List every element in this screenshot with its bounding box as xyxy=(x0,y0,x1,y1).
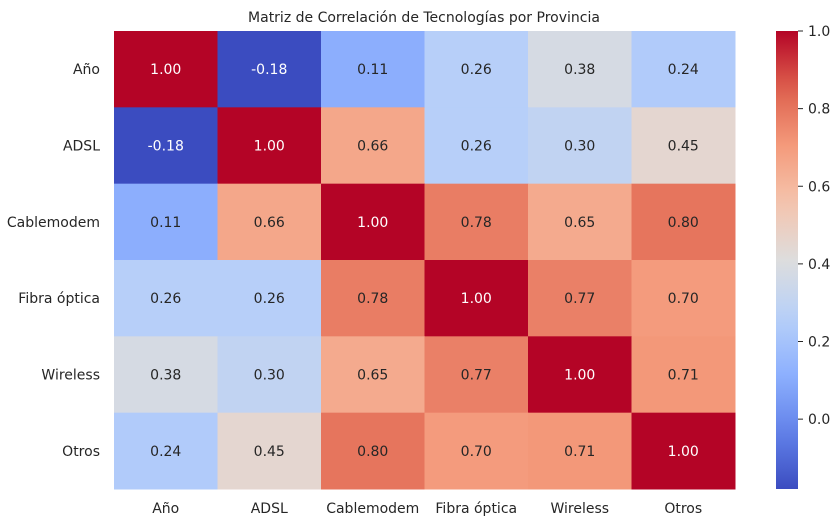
cell-value-label: 0.77 xyxy=(564,291,595,307)
heatmap-cell xyxy=(631,260,736,337)
x-tick-label: Fibra óptica xyxy=(435,501,517,517)
colorbar: 0.0 0.2 0.4 0.6 0.8 1.0 xyxy=(776,24,830,489)
heatmap-cell xyxy=(217,31,322,108)
heatmap-cell xyxy=(528,183,632,261)
heatmap-cell xyxy=(424,183,529,261)
heatmap-cell xyxy=(114,107,218,185)
heatmap-cell xyxy=(528,107,632,185)
heatmap-cell xyxy=(424,107,529,185)
colorbar-tick-label: 0.4 xyxy=(808,257,830,273)
heatmap-cell xyxy=(631,336,736,414)
heatmap-cell xyxy=(217,336,322,414)
x-axis-tick-labels: Año ADSL Cablemodem Fibra óptica Wireless Otr… xyxy=(152,501,702,517)
cell-value-label: -0.18 xyxy=(148,139,184,155)
heatmap-cell xyxy=(321,183,425,261)
cell-value-label: 0.30 xyxy=(564,139,595,155)
cell-value-label: 0.70 xyxy=(461,444,492,460)
heatmap-cell xyxy=(424,412,529,490)
cell-value-label: 0.66 xyxy=(357,139,388,155)
y-tick-label: Otros xyxy=(62,444,100,460)
heatmap-cell xyxy=(217,183,322,261)
chart-title: Matriz de Correlación de Tecnologías por… xyxy=(248,10,600,26)
heatmap-cell xyxy=(217,260,322,337)
y-tick-label: ADSL xyxy=(63,139,100,155)
heatmap-cells xyxy=(114,31,736,490)
colorbar-tick-label: 1.0 xyxy=(808,24,830,40)
x-tick-label: Wireless xyxy=(550,501,609,517)
cell-value-label: 0.78 xyxy=(357,291,388,307)
heatmap-cell xyxy=(631,412,736,490)
heatmap-cell xyxy=(528,31,632,108)
heatmap-cell xyxy=(528,260,632,337)
heatmap-cell xyxy=(321,412,425,490)
cell-value-label: 0.24 xyxy=(668,62,699,78)
y-tick-label: Wireless xyxy=(41,368,100,384)
cell-value-label: 0.26 xyxy=(150,291,181,307)
cell-value-label: 0.80 xyxy=(668,215,699,231)
cell-value-label: 0.11 xyxy=(357,62,388,78)
cell-value-label: 0.26 xyxy=(461,139,492,155)
cell-value-label: 0.26 xyxy=(254,291,285,307)
heatmap-cell xyxy=(114,31,218,108)
y-tick-label: Año xyxy=(73,62,100,78)
cell-value-label: 1.00 xyxy=(668,444,699,460)
cell-value-label: 0.66 xyxy=(254,215,285,231)
colorbar-tick-label: 0.0 xyxy=(808,412,830,428)
colorbar-tick-label: 0.2 xyxy=(808,335,830,351)
y-tick-label: Cablemodem xyxy=(7,215,100,231)
heatmap-annotations: 1.00 -0.18 0.11 0.26 0.38 0.24 -0.18 1.00 0.66 0.… xyxy=(148,62,699,460)
cell-value-label: 0.78 xyxy=(461,215,492,231)
cell-value-label: 0.24 xyxy=(150,444,181,460)
cell-value-label: 1.00 xyxy=(357,215,388,231)
x-tick-label: Otros xyxy=(664,501,702,517)
heatmap-cell xyxy=(528,336,632,414)
y-axis-tick-labels: Año ADSL Cablemodem Fibra óptica Wireless Otr… xyxy=(7,62,100,460)
heatmap-cell xyxy=(321,260,425,337)
cell-value-label: 1.00 xyxy=(254,139,285,155)
x-tick-label: Cablemodem xyxy=(326,501,419,517)
x-tick-label: ADSL xyxy=(251,501,288,517)
cell-value-label: 1.00 xyxy=(564,368,595,384)
heatmap-cell xyxy=(424,336,529,414)
cell-value-label: 0.71 xyxy=(564,444,595,460)
heatmap-cell xyxy=(114,183,218,261)
heatmap-cell xyxy=(631,31,736,108)
cell-value-label: 0.45 xyxy=(668,139,699,155)
heatmap-cell xyxy=(321,336,425,414)
colorbar-tick-label: 0.8 xyxy=(808,102,830,118)
heatmap-cell xyxy=(528,412,632,490)
cell-value-label: 1.00 xyxy=(461,291,492,307)
colorbar-gradient xyxy=(776,31,798,489)
cell-value-label: 0.38 xyxy=(564,62,595,78)
heatmap-cell xyxy=(321,31,425,108)
heatmap-cell xyxy=(114,260,218,337)
heatmap-cell xyxy=(217,107,322,185)
heatmap-cell xyxy=(321,107,425,185)
heatmap-cell xyxy=(424,260,529,337)
heatmap-cell xyxy=(631,107,736,185)
cell-value-label: 0.45 xyxy=(254,444,285,460)
cell-value-label: -0.18 xyxy=(251,62,287,78)
heatmap-cell xyxy=(217,412,322,490)
cell-value-label: 0.71 xyxy=(668,368,699,384)
cell-value-label: 0.80 xyxy=(357,444,388,460)
cell-value-label: 0.65 xyxy=(564,215,595,231)
cell-value-label: 0.77 xyxy=(461,368,492,384)
cell-value-label: 0.11 xyxy=(150,215,181,231)
y-tick-label: Fibra óptica xyxy=(18,291,100,307)
cell-value-label: 0.38 xyxy=(150,368,181,384)
heatmap-cell xyxy=(424,31,529,108)
cell-value-label: 0.65 xyxy=(357,368,388,384)
x-tick-label: Año xyxy=(152,501,179,517)
heatmap-cell xyxy=(631,183,736,261)
cell-value-label: 0.70 xyxy=(668,291,699,307)
cell-value-label: 0.26 xyxy=(461,62,492,78)
colorbar-tick-label: 0.6 xyxy=(808,179,830,195)
heatmap-cell xyxy=(114,336,218,414)
cell-value-label: 0.30 xyxy=(254,368,285,384)
heatmap-cell xyxy=(114,412,218,490)
cell-value-label: 1.00 xyxy=(150,62,181,78)
